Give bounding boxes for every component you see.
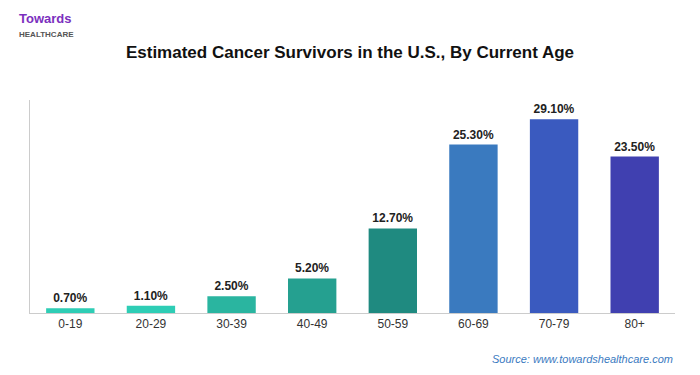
svg-text:29.10%: 29.10% (534, 102, 575, 116)
svg-text:Estimated Cancer Survivors in: Estimated Cancer Survivors in the U.S., … (126, 43, 574, 62)
svg-text:12.70%: 12.70% (372, 211, 413, 225)
svg-text:0.70%: 0.70% (53, 291, 87, 305)
svg-text:50-59: 50-59 (377, 317, 408, 331)
svg-text:Towards: Towards (19, 11, 72, 26)
svg-text:0-19: 0-19 (58, 317, 82, 331)
svg-text:70-79: 70-79 (539, 317, 570, 331)
svg-text:25.30%: 25.30% (453, 128, 494, 142)
svg-text:2.50%: 2.50% (214, 279, 248, 293)
svg-text:80+: 80+ (625, 317, 645, 331)
svg-text:20-29: 20-29 (136, 317, 167, 331)
svg-text:5.20%: 5.20% (295, 261, 329, 275)
svg-text:30-39: 30-39 (216, 317, 247, 331)
svg-text:Source: www.towardshealthcare.: Source: www.towardshealthcare.com (492, 353, 673, 365)
svg-text:HEALTHCARE: HEALTHCARE (19, 30, 74, 39)
svg-text:40-49: 40-49 (297, 317, 328, 331)
svg-text:60-69: 60-69 (458, 317, 489, 331)
svg-text:1.10%: 1.10% (134, 289, 168, 303)
svg-text:23.50%: 23.50% (614, 140, 655, 154)
